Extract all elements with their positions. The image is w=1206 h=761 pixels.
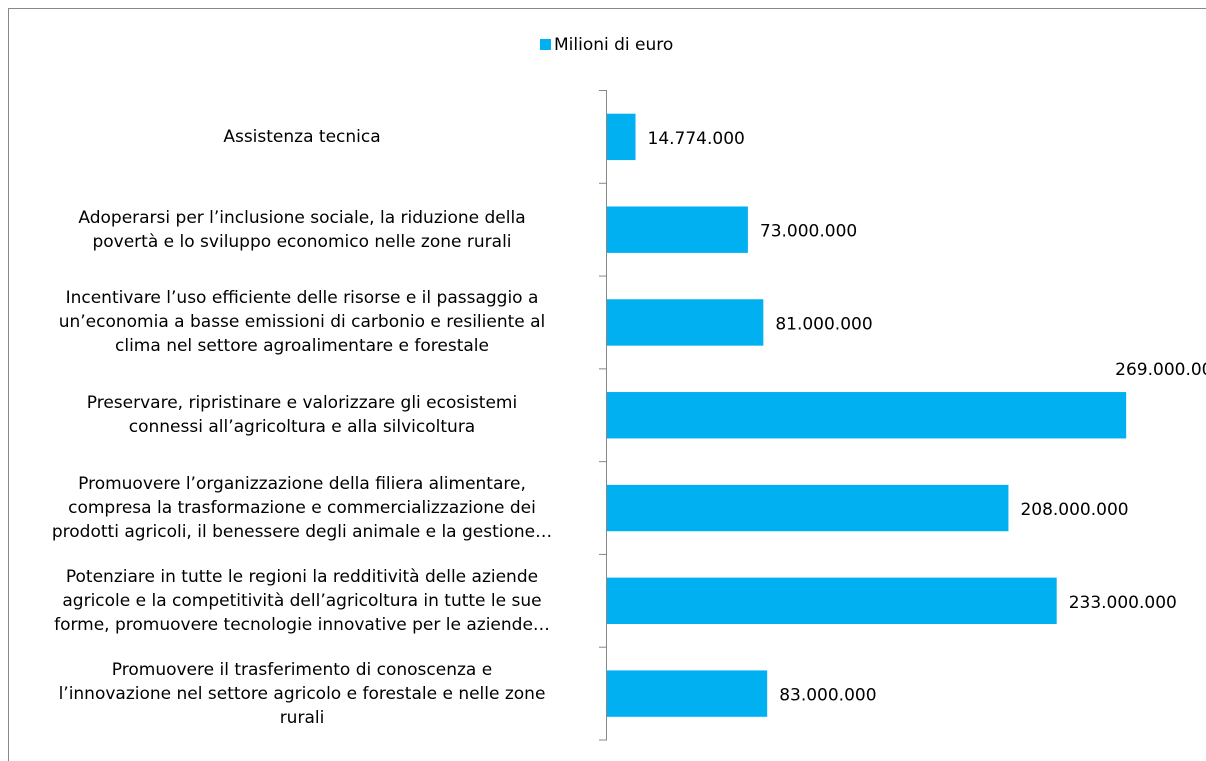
- category-label: Potenziare in tutte le regioni la reddit…: [54, 566, 550, 635]
- value-label: 233.000.000: [1069, 593, 1177, 613]
- category-label: Promuovere il trasferimento di conoscenz…: [58, 659, 546, 728]
- category-label: Promuovere l’organizzazione della filier…: [51, 474, 553, 543]
- category-label: Incentivare l’uso efficiente delle risor…: [58, 288, 546, 357]
- value-label: 269.000.000: [1115, 360, 1206, 380]
- value-label: 73.000.000: [760, 222, 857, 242]
- bar: [607, 113, 636, 161]
- bar: [607, 577, 1057, 625]
- value-label: 83.000.000: [779, 686, 876, 706]
- bar: [607, 299, 764, 346]
- bar: [607, 670, 768, 717]
- category-label: Preservare, ripristinare e valorizzare g…: [86, 393, 518, 438]
- value-label: 81.000.000: [775, 314, 872, 334]
- value-label: 208.000.000: [1020, 500, 1128, 520]
- legend-label: Milioni di euro: [554, 35, 673, 55]
- legend-swatch: [540, 39, 551, 50]
- category-label: Adoperarsi per l’inclusione sociale, la …: [78, 207, 526, 252]
- bar: [607, 206, 748, 253]
- value-label: 14.774.000: [648, 129, 745, 149]
- bar: [607, 392, 1127, 439]
- bar: [607, 484, 1009, 532]
- category-label: Assistenza tecnica: [223, 126, 381, 147]
